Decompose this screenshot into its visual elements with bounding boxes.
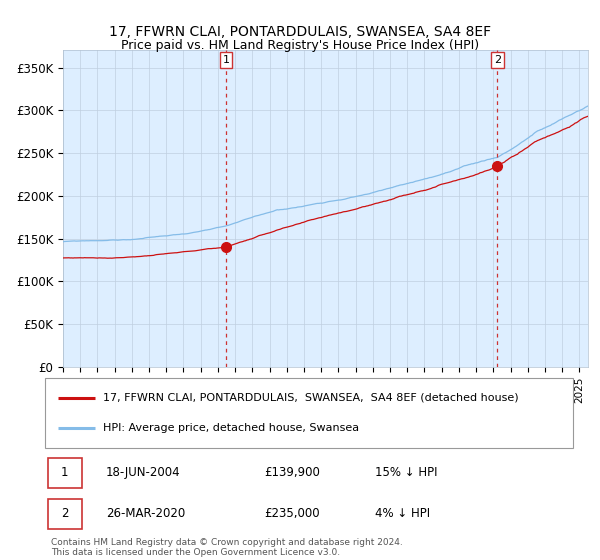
Text: £235,000: £235,000 <box>264 507 320 520</box>
FancyBboxPatch shape <box>47 498 82 529</box>
Text: HPI: Average price, detached house, Swansea: HPI: Average price, detached house, Swan… <box>103 423 359 433</box>
Text: £139,900: £139,900 <box>264 466 320 479</box>
Text: 1: 1 <box>223 55 229 65</box>
Text: 18-JUN-2004: 18-JUN-2004 <box>106 466 181 479</box>
Text: 2: 2 <box>61 507 68 520</box>
Text: 15% ↓ HPI: 15% ↓ HPI <box>375 466 437 479</box>
Text: 4% ↓ HPI: 4% ↓ HPI <box>375 507 430 520</box>
Text: 17, FFWRN CLAI, PONTARDDULAIS,  SWANSEA,  SA4 8EF (detached house): 17, FFWRN CLAI, PONTARDDULAIS, SWANSEA, … <box>103 393 519 403</box>
Text: Contains HM Land Registry data © Crown copyright and database right 2024.
This d: Contains HM Land Registry data © Crown c… <box>51 538 403 557</box>
Text: 2: 2 <box>494 55 501 65</box>
Text: 1: 1 <box>61 466 68 479</box>
Text: 26-MAR-2020: 26-MAR-2020 <box>106 507 185 520</box>
FancyBboxPatch shape <box>47 458 82 488</box>
Text: Price paid vs. HM Land Registry's House Price Index (HPI): Price paid vs. HM Land Registry's House … <box>121 39 479 52</box>
FancyBboxPatch shape <box>45 378 573 448</box>
Text: 17, FFWRN CLAI, PONTARDDULAIS, SWANSEA, SA4 8EF: 17, FFWRN CLAI, PONTARDDULAIS, SWANSEA, … <box>109 25 491 39</box>
